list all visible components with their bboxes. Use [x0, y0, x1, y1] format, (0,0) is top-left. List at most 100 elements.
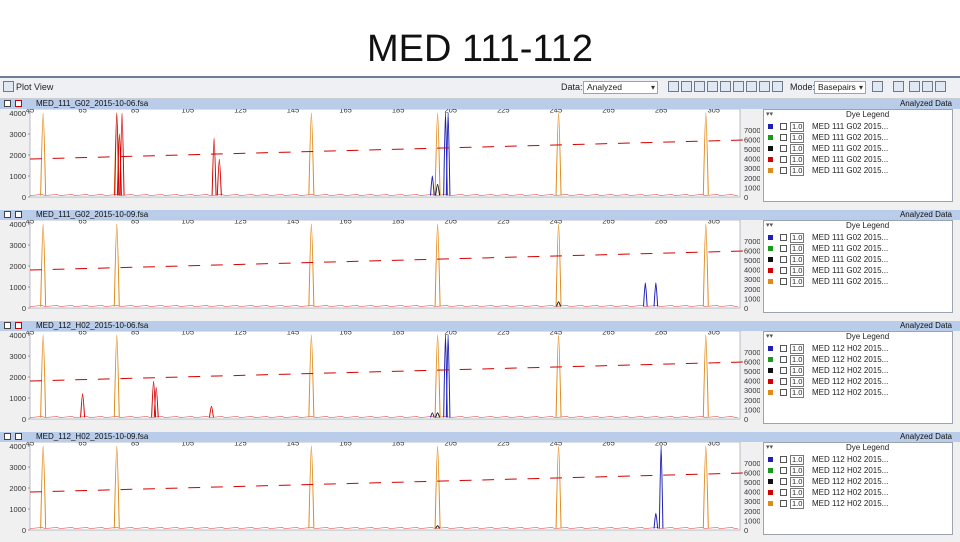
y-tick-label-right: 1000	[744, 294, 760, 303]
checkbox-icon[interactable]	[4, 322, 11, 329]
zoom-y-icon[interactable]	[720, 81, 731, 92]
dye-scale-value[interactable]: 1.0	[790, 455, 804, 465]
legend-dropdown-icon[interactable]: ▾▾	[766, 443, 773, 451]
chevron-down-icon: ▾	[651, 82, 655, 93]
dye-color-swatch	[768, 268, 773, 273]
dye-scale-value[interactable]: 1.0	[790, 366, 804, 376]
dye-scale-value[interactable]: 1.0	[790, 466, 804, 476]
dye-visibility-checkbox[interactable]	[780, 267, 787, 274]
dye-scale-value[interactable]: 1.0	[790, 488, 804, 498]
data-select-value: Analyzed	[587, 82, 622, 92]
checkbox-icon[interactable]	[4, 211, 11, 218]
dye-visibility-checkbox[interactable]	[780, 167, 787, 174]
dye-visibility-checkbox[interactable]	[780, 345, 787, 352]
sample-flag-icon[interactable]	[15, 211, 22, 218]
data-select[interactable]: Analyzed ▾	[583, 81, 658, 94]
dye-visibility-checkbox[interactable]	[780, 489, 787, 496]
dye-scale-value[interactable]: 1.0	[790, 133, 804, 143]
y-tick-label-left: 1000	[9, 283, 26, 292]
export-icon[interactable]	[909, 81, 920, 92]
dye-color-swatch	[768, 357, 773, 362]
settings-icon[interactable]	[772, 81, 783, 92]
dye-sample-name: MED 111 G02 2015...	[812, 244, 888, 253]
dye-scale-value[interactable]: 1.0	[790, 477, 804, 487]
legend-dropdown-icon[interactable]: ▾▾	[766, 221, 773, 229]
dye-sample-name: MED 112 H02 2015...	[812, 477, 888, 486]
annotate-icon[interactable]	[733, 81, 744, 92]
dye-visibility-checkbox[interactable]	[780, 123, 787, 130]
copy-icon[interactable]	[922, 81, 933, 92]
zoom-x-icon[interactable]	[707, 81, 718, 92]
analyzed-data-label: Analyzed Data	[900, 210, 952, 220]
dye-visibility-checkbox[interactable]	[780, 145, 787, 152]
plot-view-toolbar: Plot View Data: Analyzed ▾ Mode: Basepai…	[0, 78, 960, 99]
x-tick-label: 65	[78, 109, 86, 115]
zoom-fit-icon[interactable]	[694, 81, 705, 92]
dye-scale-value[interactable]: 1.0	[790, 255, 804, 265]
dye-scale-value[interactable]: 1.0	[790, 122, 804, 132]
bar-chart-icon[interactable]	[872, 81, 883, 92]
dye-visibility-checkbox[interactable]	[780, 378, 787, 385]
dye-scale-value[interactable]: 1.0	[790, 377, 804, 387]
dye-visibility-checkbox[interactable]	[780, 478, 787, 485]
dye-visibility-checkbox[interactable]	[780, 278, 787, 285]
dye-scale-value[interactable]: 1.0	[790, 155, 804, 165]
x-tick-label: 185	[392, 442, 405, 448]
dye-visibility-checkbox[interactable]	[780, 500, 787, 507]
legend-dropdown-icon[interactable]: ▾▾	[766, 332, 773, 340]
dye-visibility-checkbox[interactable]	[780, 356, 787, 363]
mode-select[interactable]: Basepairs ▾	[814, 81, 866, 94]
dye-scale-value[interactable]: 1.0	[790, 499, 804, 509]
y-tick-label-right: 5000	[744, 478, 760, 487]
dye-scale-value[interactable]: 1.0	[790, 266, 804, 276]
checkbox-icon[interactable]	[4, 100, 11, 107]
dye-sample-name: MED 111 G02 2015...	[812, 166, 888, 175]
x-tick-label: 265	[602, 331, 615, 337]
sample-flag-icon[interactable]	[15, 100, 22, 107]
zoom-in-icon[interactable]	[668, 81, 679, 92]
x-tick-label: 185	[392, 220, 405, 226]
dye-visibility-checkbox[interactable]	[780, 367, 787, 374]
dye-visibility-checkbox[interactable]	[780, 156, 787, 163]
dye-legend-title: Dye Legend	[846, 443, 889, 452]
legend-dropdown-icon[interactable]: ▾▾	[766, 110, 773, 118]
dye-visibility-checkbox[interactable]	[780, 134, 787, 141]
dye-visibility-checkbox[interactable]	[780, 389, 787, 396]
dye-scale-value[interactable]: 1.0	[790, 344, 804, 354]
sample-flag-icon[interactable]	[15, 322, 22, 329]
y-tick-label-right: 2000	[744, 507, 760, 516]
y-tick-label-right: 7000	[744, 348, 760, 357]
grid-icon[interactable]	[746, 81, 757, 92]
dye-scale-value[interactable]: 1.0	[790, 166, 804, 176]
help-icon[interactable]	[935, 81, 946, 92]
dye-scale-value[interactable]: 1.0	[790, 244, 804, 254]
dye-visibility-checkbox[interactable]	[780, 467, 787, 474]
dye-scale-value[interactable]: 1.0	[790, 388, 804, 398]
zoom-out-icon[interactable]	[681, 81, 692, 92]
y-tick-label-left: 4000	[9, 442, 26, 451]
x-tick-label: 265	[602, 442, 615, 448]
dye-visibility-checkbox[interactable]	[780, 234, 787, 241]
print-icon[interactable]	[893, 81, 904, 92]
dye-scale-value[interactable]: 1.0	[790, 277, 804, 287]
x-tick-label: 65	[78, 331, 86, 337]
sample-flag-icon[interactable]	[15, 433, 22, 440]
y-tick-label-right: 6000	[744, 246, 760, 255]
dye-scale-value[interactable]: 1.0	[790, 233, 804, 243]
dye-visibility-checkbox[interactable]	[780, 245, 787, 252]
dye-scale-value[interactable]: 1.0	[790, 355, 804, 365]
dye-visibility-checkbox[interactable]	[780, 456, 787, 463]
layout-icon[interactable]	[759, 81, 770, 92]
dye-visibility-checkbox[interactable]	[780, 256, 787, 263]
checkbox-icon[interactable]	[4, 433, 11, 440]
dye-scale-value[interactable]: 1.0	[790, 144, 804, 154]
